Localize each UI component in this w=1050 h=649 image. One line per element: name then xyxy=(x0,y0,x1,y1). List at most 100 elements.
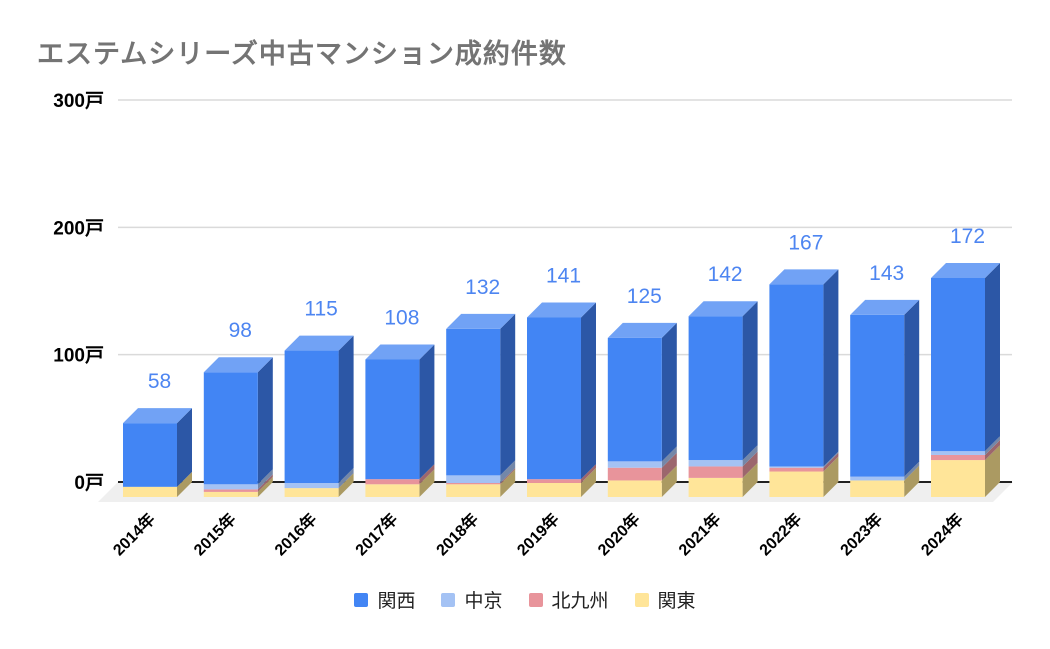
bar-2018年: 132 xyxy=(446,276,516,497)
bar-value-label-2019年: 141 xyxy=(546,264,581,287)
bar-segment-中京 xyxy=(850,476,905,481)
bar-segment-side-関西 xyxy=(823,269,839,467)
bar-segment-side-関東 xyxy=(500,469,516,497)
bar-segment-中京 xyxy=(769,466,824,468)
legend-swatch-北九州 xyxy=(528,592,543,607)
bar-segment-関西 xyxy=(769,284,824,467)
bar-segment-side-北九州 xyxy=(419,464,435,485)
bar-segment-side-北九州 xyxy=(581,464,596,483)
bar-segment-中京 xyxy=(446,475,501,483)
bar-segment-side-関西 xyxy=(904,299,920,477)
bar-2016年: 115 xyxy=(284,298,354,497)
bar-segment-中京 xyxy=(203,484,258,490)
bar-segment-side-関東 xyxy=(985,445,1000,497)
bar-segment-北九州 xyxy=(203,489,258,492)
bar-value-label-2017年: 108 xyxy=(384,306,419,329)
y-axis-label-200: 200戸 xyxy=(53,218,104,239)
bar-top-face xyxy=(203,357,273,373)
legend-swatch-関西 xyxy=(354,592,369,607)
legend-label-関東: 関東 xyxy=(657,591,696,612)
bar-segment-北九州 xyxy=(365,479,420,485)
bar-segment-関東 xyxy=(365,484,420,497)
bar-segment-関西 xyxy=(527,317,581,480)
legend-label-北九州: 北九州 xyxy=(551,591,609,612)
bar-segment-side-中京 xyxy=(257,469,273,490)
bar-value-label-2024年: 172 xyxy=(950,225,985,248)
legend-item-関東: 関東 xyxy=(634,586,696,613)
bar-value-label-2023年: 143 xyxy=(869,262,904,285)
x-axis-label-2015年: 2015年 xyxy=(190,509,240,559)
bar-segment-side-関東 xyxy=(581,467,596,497)
bar-top-face xyxy=(769,269,839,285)
bar-segment-side-関東 xyxy=(904,465,920,497)
x-axis-label-2016年: 2016年 xyxy=(271,509,321,559)
bar-top-face xyxy=(607,322,677,338)
y-axis-label-0: 0戸 xyxy=(74,473,104,494)
bar-segment-side-中京 xyxy=(985,436,1000,455)
bar-segment-side-関西 xyxy=(500,313,516,476)
bar-segment-side-関西 xyxy=(581,302,596,480)
bar-segment-北九州 xyxy=(931,454,985,461)
bar-2023年: 143 xyxy=(850,262,920,497)
bar-segment-side-北九州 xyxy=(742,451,758,478)
y-axis-label-100: 100戸 xyxy=(53,346,104,367)
bar-segment-関西 xyxy=(446,328,501,476)
bar-segment-side-関西 xyxy=(257,357,273,485)
bar-segment-side-関西 xyxy=(742,301,758,461)
bar-value-label-2014年: 58 xyxy=(148,370,171,393)
bar-top-face xyxy=(931,262,1000,278)
bar-segment-関東 xyxy=(850,480,905,497)
bar-segment-関東 xyxy=(446,484,501,497)
legend-item-関西: 関西 xyxy=(354,586,415,613)
bar-segment-side-中京 xyxy=(823,451,839,468)
bar-segment-side-関東 xyxy=(823,456,839,497)
chart-title: エステムシリーズ中古マンション成約件数 xyxy=(37,39,567,69)
bar-segment-side-北九州 xyxy=(500,467,516,485)
bar-segment-side-中京 xyxy=(661,446,677,468)
bar-segment-関西 xyxy=(123,423,177,487)
bar-segment-北九州 xyxy=(607,467,662,481)
bar-segment-side-関東 xyxy=(257,476,273,497)
bar-value-label-2015年: 98 xyxy=(229,319,252,342)
bar-segment-関西 xyxy=(607,337,662,462)
x-axis-label-2022年: 2022年 xyxy=(755,509,805,559)
legend-item-北九州: 北九州 xyxy=(528,586,609,613)
bar-top-face xyxy=(284,335,354,351)
bar-value-label-2022年: 167 xyxy=(788,231,823,254)
bar-segment-北九州 xyxy=(527,479,581,483)
bar-segment-side-関西 xyxy=(419,344,435,480)
bar-segment-関東 xyxy=(123,486,177,497)
chart-legend: 関西 中京 北九州 関東 xyxy=(0,586,1050,613)
bar-segment-関東 xyxy=(527,482,581,497)
bar-segment-関西 xyxy=(688,316,743,461)
bar-2022年: 167 xyxy=(769,231,839,497)
bar-segment-side-中京 xyxy=(338,467,354,489)
x-axis-label-2024年: 2024年 xyxy=(917,509,967,559)
bar-value-label-2021年: 142 xyxy=(708,263,743,286)
bar-value-label-2018年: 132 xyxy=(465,276,500,299)
bar-segment-関東 xyxy=(688,477,743,497)
x-axis-label-2020年: 2020年 xyxy=(594,509,644,559)
bar-segment-side-関西 xyxy=(661,322,677,462)
legend-label-中京: 中京 xyxy=(464,591,503,612)
bar-segment-side-関東 xyxy=(742,462,758,497)
bar-segment-side-関東 xyxy=(338,473,354,497)
bar-segment-side-北九州 xyxy=(985,439,1000,461)
bar-segment-中京 xyxy=(284,482,339,489)
bar-2021年: 142 xyxy=(688,263,758,497)
bar-segment-side-中京 xyxy=(904,461,920,481)
bar-segment-中京 xyxy=(688,460,743,467)
bar-2024年: 172 xyxy=(931,225,1000,497)
bar-segment-関西 xyxy=(284,350,339,483)
bar-top-face xyxy=(688,301,758,317)
bar-top-face xyxy=(850,299,920,315)
bar-segment-関東 xyxy=(769,471,824,497)
bar-segment-中京 xyxy=(607,461,662,468)
legend-item-中京: 中京 xyxy=(441,586,503,613)
bar-segment-side-関東 xyxy=(177,471,192,497)
bar-segment-関西 xyxy=(203,372,258,485)
bar-segment-side-中京 xyxy=(742,445,758,467)
bar-2014年: 58 xyxy=(123,370,192,497)
bar-segment-関西 xyxy=(931,277,985,452)
